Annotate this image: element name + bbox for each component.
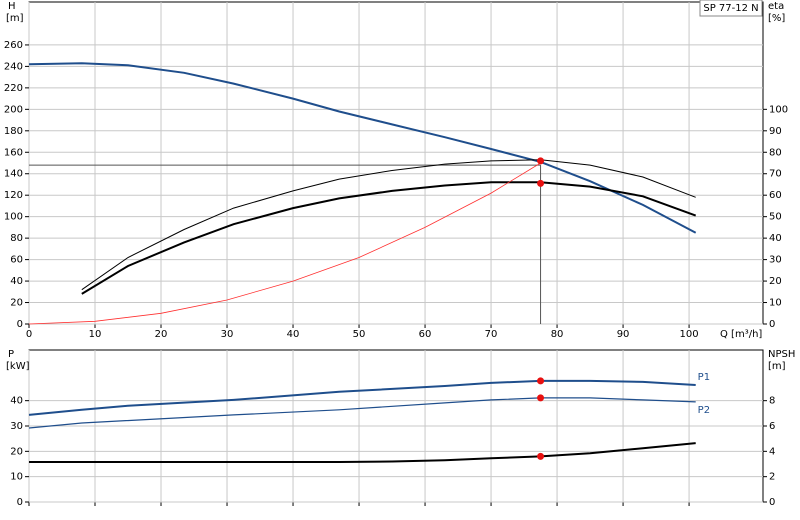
- duty-point: [537, 394, 545, 402]
- x-tick-label: 60: [419, 329, 432, 340]
- y-tick-label: 0: [17, 319, 23, 330]
- y2-axis-unit: [m]: [768, 361, 786, 372]
- y2-tick-label: 6: [769, 421, 775, 432]
- y2-tick-label: 0: [769, 497, 775, 508]
- x-axis-label: Q [m³/h]: [720, 329, 762, 340]
- curve: [28, 162, 541, 325]
- y-axis-unit: [kW]: [6, 361, 30, 372]
- y2-tick-label: 50: [769, 212, 782, 223]
- y2-tick-label: 40: [769, 233, 782, 244]
- y-tick-label: 100: [4, 212, 23, 223]
- y2-tick-label: 70: [769, 169, 782, 180]
- y-tick-label: 20: [10, 298, 23, 309]
- x-tick-label: 50: [353, 329, 366, 340]
- duty-point: [537, 179, 545, 187]
- duty-point: [537, 377, 545, 385]
- y2-tick-label: 10: [769, 298, 782, 309]
- plot-frame: [28, 1, 764, 325]
- y-tick-label: 0: [17, 497, 23, 508]
- x-tick-label: 20: [155, 329, 168, 340]
- y-tick-label: 160: [4, 147, 23, 158]
- y2-axis-label: NPSH: [768, 349, 795, 360]
- y-tick-label: 20: [10, 446, 23, 457]
- y2-tick-label: 30: [769, 255, 782, 266]
- x-tick-label: 90: [617, 329, 630, 340]
- y-tick-label: 260: [4, 40, 23, 51]
- y-axis-unit: [m]: [6, 13, 24, 24]
- y-tick-label: 220: [4, 83, 23, 94]
- x-tick-label: 10: [89, 329, 102, 340]
- y-tick-label: 80: [10, 233, 23, 244]
- y-tick-label: 200: [4, 104, 23, 115]
- y-axis-label: H: [8, 1, 16, 12]
- x-tick-label: 70: [485, 329, 498, 340]
- y2-axis-unit: [%]: [768, 13, 785, 24]
- duty-point: [537, 452, 545, 460]
- y-tick-label: 40: [10, 276, 23, 287]
- legend-label: P2: [698, 405, 710, 416]
- y2-tick-label: 100: [769, 104, 788, 115]
- curve: [81, 181, 697, 295]
- y-tick-label: 180: [4, 126, 23, 137]
- duty-point: [537, 157, 545, 165]
- curve: [28, 379, 696, 416]
- curve: [28, 62, 697, 234]
- title-box: [699, 0, 763, 17]
- y2-tick-label: 4: [769, 446, 775, 457]
- y-axis-label: P: [8, 349, 14, 360]
- x-tick-label: 0: [26, 329, 32, 340]
- y2-axis-label: eta: [768, 1, 784, 12]
- curve: [81, 159, 696, 291]
- y-tick-label: 10: [10, 472, 23, 483]
- curve: [29, 442, 696, 463]
- y-tick-label: 30: [10, 421, 23, 432]
- y2-tick-label: 60: [769, 190, 782, 201]
- x-tick-label: 100: [680, 329, 699, 340]
- y2-tick-label: 20: [769, 276, 782, 287]
- y-tick-label: 60: [10, 255, 23, 266]
- y2-tick-label: 2: [769, 472, 775, 483]
- y-tick-label: 140: [4, 169, 23, 180]
- x-tick-label: 40: [287, 329, 300, 340]
- curve: [28, 397, 696, 429]
- y-tick-label: 120: [4, 190, 23, 201]
- legend-label: P1: [698, 372, 710, 383]
- y-tick-label: 40: [10, 396, 23, 407]
- x-tick-label: 30: [221, 329, 234, 340]
- y2-tick-label: 0: [769, 319, 775, 330]
- y-tick-label: 240: [4, 61, 23, 72]
- y2-tick-label: 80: [769, 147, 782, 158]
- y2-tick-label: 90: [769, 126, 782, 137]
- x-tick-label: 80: [551, 329, 564, 340]
- chart-title: SP 77-12 N: [703, 3, 758, 14]
- y2-tick-label: 8: [769, 396, 775, 407]
